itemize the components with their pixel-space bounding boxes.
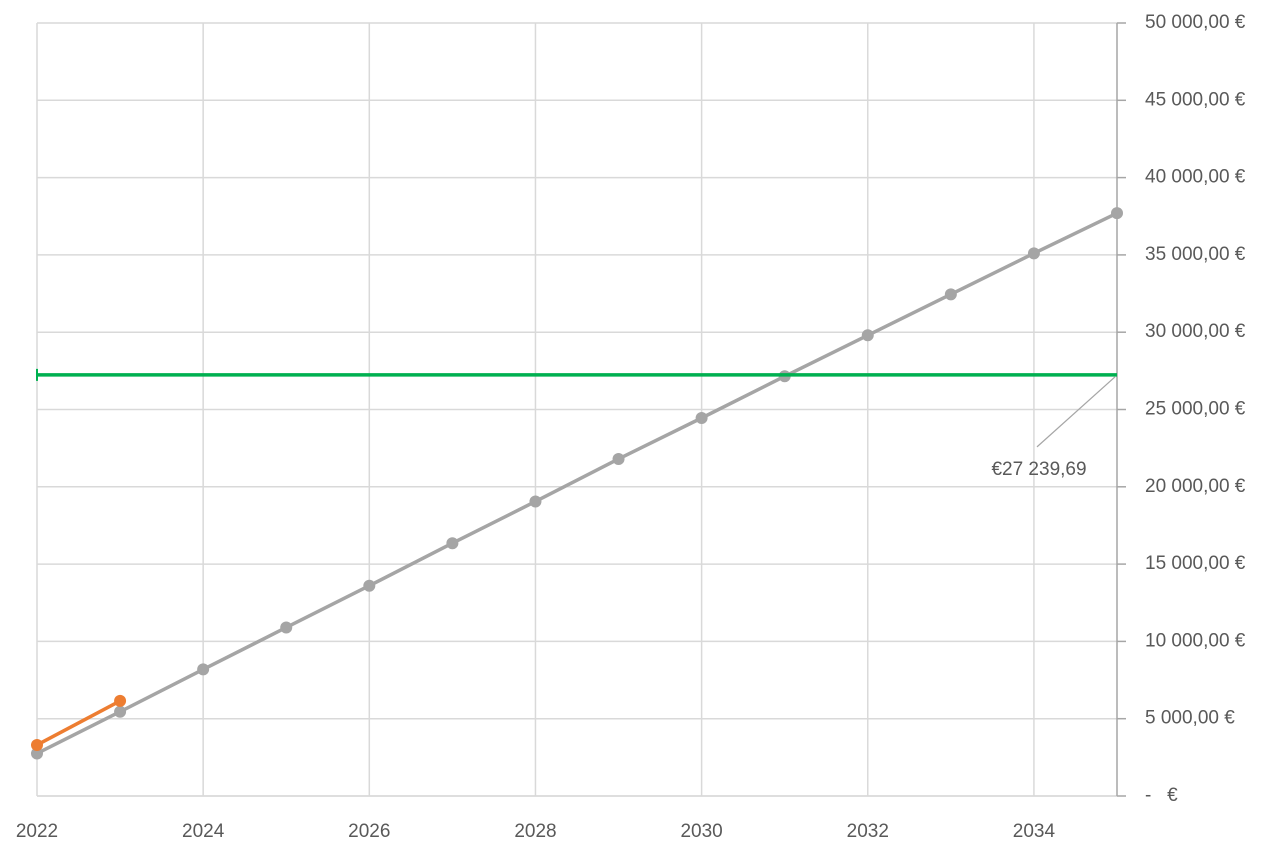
marker bbox=[280, 621, 293, 634]
marker bbox=[1027, 247, 1040, 260]
series-line bbox=[36, 699, 121, 747]
y-tick-label: 25 000,00 € bbox=[1145, 399, 1246, 420]
y-tick-label: 40 000,00 € bbox=[1145, 167, 1246, 188]
x-tick-label: 2026 bbox=[348, 821, 390, 842]
x-tick-label: 2030 bbox=[680, 821, 722, 842]
x-tick-label: 2034 bbox=[1013, 821, 1056, 842]
marker bbox=[31, 747, 43, 760]
y-tick-label: 50 000,00 € bbox=[1145, 12, 1246, 33]
y-tick-label: 30 000,00 € bbox=[1145, 321, 1246, 342]
y-tick-label: 20 000,00 € bbox=[1145, 476, 1246, 497]
x-tick-label: 2032 bbox=[847, 821, 889, 842]
marker bbox=[695, 412, 708, 425]
y-tick-label: 35 000,00 € bbox=[1145, 244, 1246, 265]
marker bbox=[529, 495, 542, 508]
marker bbox=[861, 329, 874, 342]
leader-line bbox=[1036, 376, 1116, 448]
marker bbox=[114, 694, 127, 707]
y-tick-label: 5 000,00 € bbox=[1145, 708, 1235, 729]
x-tick-label: 2024 bbox=[182, 821, 225, 842]
marker bbox=[197, 663, 210, 676]
marker bbox=[446, 537, 459, 550]
marker bbox=[31, 738, 43, 751]
x-tick-label: 2028 bbox=[514, 821, 556, 842]
y-tick-label: - € bbox=[1145, 785, 1178, 806]
marker bbox=[363, 579, 376, 592]
marker bbox=[1111, 207, 1123, 220]
marker bbox=[114, 705, 127, 718]
y-tick-label: 45 000,00 € bbox=[1145, 89, 1246, 110]
data-label: €27 239,69 bbox=[991, 459, 1086, 480]
marker bbox=[612, 452, 625, 465]
series-line bbox=[36, 211, 1118, 756]
y-tick-label: 15 000,00 € bbox=[1145, 553, 1246, 574]
y-tick-label: 10 000,00 € bbox=[1145, 630, 1246, 651]
marker bbox=[944, 288, 957, 301]
x-tick-label: 2022 bbox=[16, 821, 58, 842]
